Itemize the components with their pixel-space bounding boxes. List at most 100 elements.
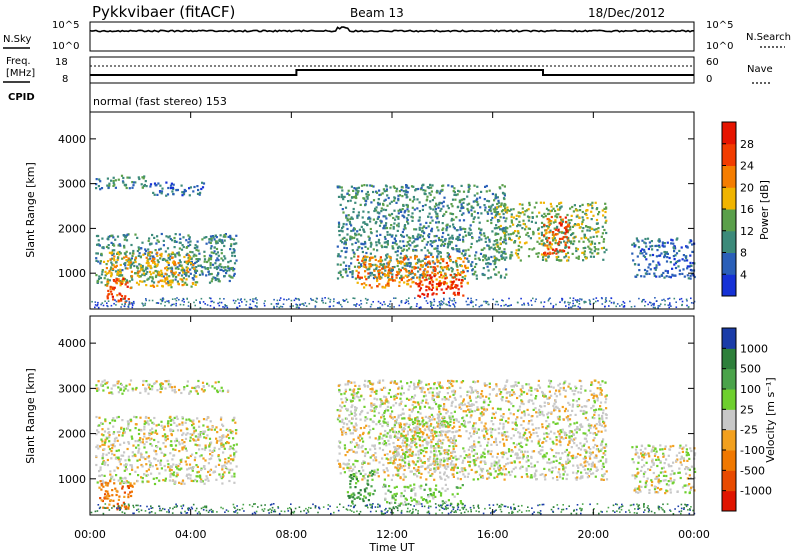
data-cell [161,426,164,429]
data-cell [384,227,387,230]
data-cell [327,297,330,300]
data-cell [195,258,198,261]
data-cell [158,248,161,251]
data-cell [540,253,544,256]
data-cell [220,439,223,442]
frequency-trace [90,69,694,76]
data-cell [569,233,573,237]
data-cell [161,300,163,303]
data-cell [111,444,114,447]
data-cell [397,217,400,220]
data-cell [525,225,528,228]
data-cell [654,244,657,248]
data-cell [147,248,150,251]
data-cell [221,423,224,426]
data-cell [337,271,340,274]
data-cell [411,266,414,269]
data-cell [295,303,297,306]
data-cell [172,463,175,466]
data-cell [137,283,140,286]
data-cell [151,465,154,468]
data-cell [533,247,536,250]
data-cell [211,277,214,280]
data-cell [571,439,574,442]
data-cell [489,263,492,266]
data-cell [183,388,186,391]
data-cell [388,260,391,263]
data-cell [397,261,400,265]
data-cell [110,261,113,264]
data-cell [198,433,202,436]
data-cell [379,258,382,261]
data-cell [412,236,415,239]
data-cell [493,263,496,266]
data-cell [671,239,674,242]
data-cell [482,259,485,262]
data-cell [424,268,427,271]
data-cell [433,240,436,243]
data-cell [205,236,208,239]
data-cell [459,257,463,261]
data-cell [181,421,184,424]
data-cell [183,191,186,194]
data-cell [401,195,404,198]
data-cell [220,442,223,445]
data-cell [616,303,619,305]
data-cell [568,403,571,406]
data-cell [273,305,275,308]
data-cell [138,248,141,251]
data-cell [418,295,422,298]
data-cell [148,299,151,302]
data-cell [227,389,230,392]
data-cell [104,270,107,273]
data-cell [517,256,520,259]
data-cell [118,434,121,437]
data-cell [464,267,468,270]
data-cell [156,259,159,262]
data-cell [185,239,188,242]
data-cell [414,282,417,285]
freq-left-top-tick: 18 [55,57,68,68]
data-region [98,479,134,511]
data-cell [209,273,212,276]
data-cell [199,191,202,194]
data-cell [648,241,651,244]
data-cell [364,275,367,278]
data-cell [508,237,511,240]
data-cell [177,274,180,277]
data-cell [229,431,232,434]
data-cell [643,250,646,253]
data-cell [500,257,504,260]
data-cell [124,235,127,238]
data-cell [409,398,412,401]
data-cell [394,239,397,243]
data-cell [355,196,358,200]
data-cell [549,210,552,213]
data-cell [354,195,357,198]
data-cell [160,387,163,390]
data-cell [342,225,345,228]
data-cell [256,299,258,301]
data-cell [522,219,525,222]
data-cell [358,228,361,231]
data-cell [196,417,199,420]
data-cell [117,269,120,272]
data-cell [531,211,534,214]
data-cell [223,234,226,237]
data-cell [578,216,581,219]
data-cell [433,266,436,269]
data-cell [120,298,123,301]
data-cell [566,241,569,244]
data-cell [575,249,578,253]
data-cell [469,416,472,419]
data-cell [495,227,498,230]
data-cell [130,435,133,438]
data-cell [115,449,118,452]
data-cell [505,273,508,276]
data-cell [442,258,445,261]
data-cell [428,286,431,289]
data-cell [147,383,150,386]
data-cell [203,448,207,451]
data-cell [127,424,130,427]
data-cell [222,269,225,273]
